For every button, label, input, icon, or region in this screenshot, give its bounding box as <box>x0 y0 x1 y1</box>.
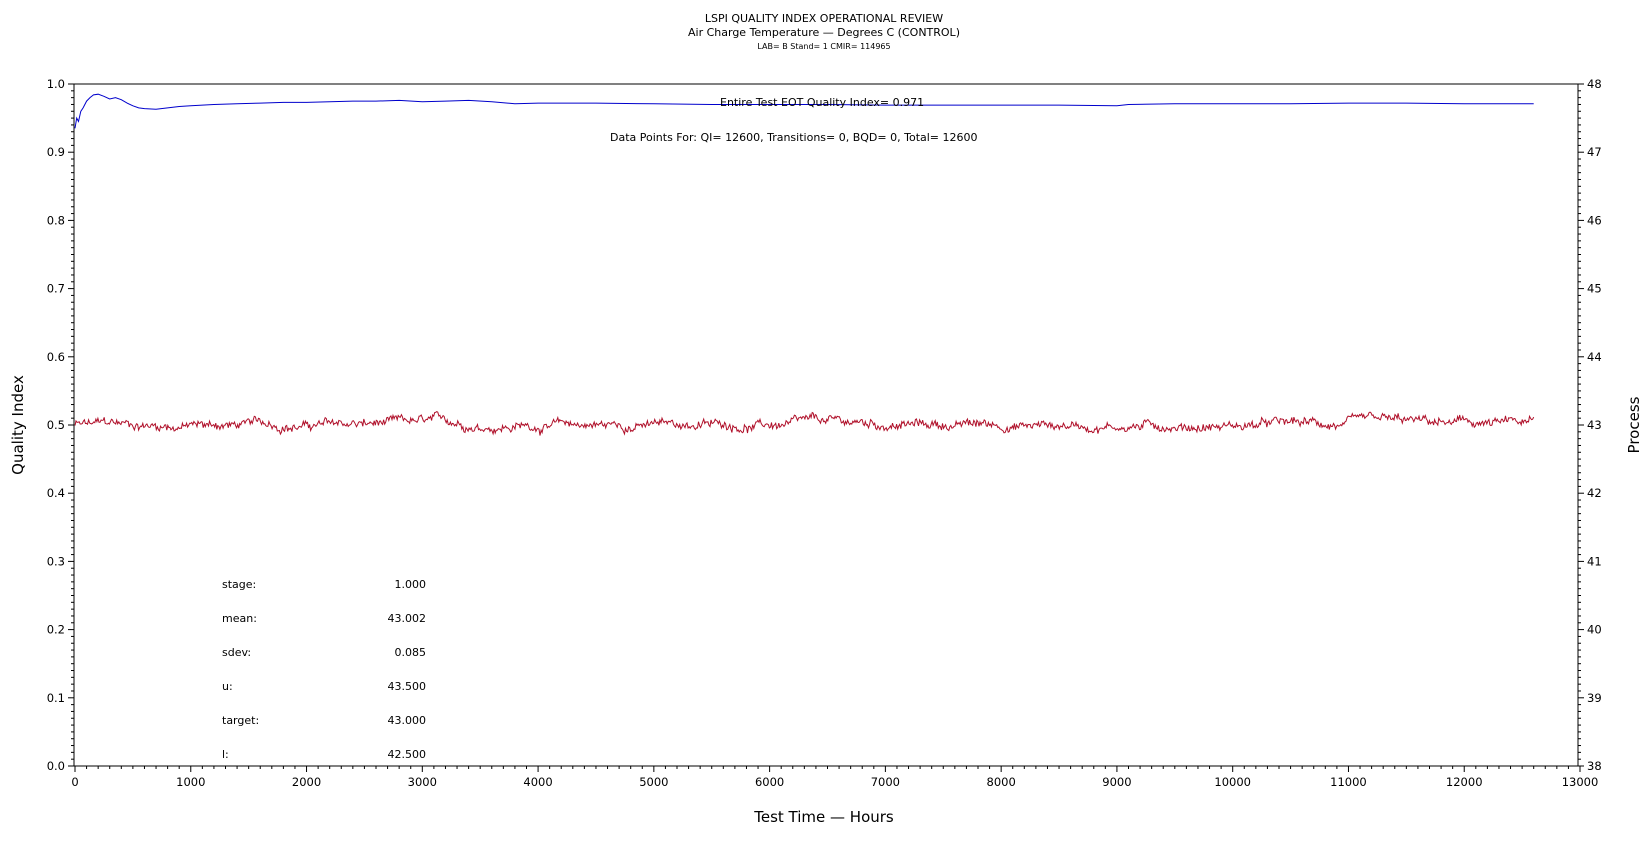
x-tick-label: 11000 <box>1330 775 1367 789</box>
y-right-tick-label: 48 <box>1587 77 1602 91</box>
y-left-tick-label: 0.8 <box>47 213 65 227</box>
stat-value: 43.000 <box>388 714 427 727</box>
y-right-tick-label: 42 <box>1587 486 1602 500</box>
y-right-tick-label: 40 <box>1587 623 1602 637</box>
stat-label: mean: <box>222 612 257 625</box>
series-line-quality-index <box>74 93 1534 129</box>
y-left-tick-label: 0.5 <box>47 418 65 432</box>
y-right-tick-label: 44 <box>1587 350 1602 364</box>
y-left-tick-label: 0.2 <box>47 623 65 637</box>
y-right-tick-label: 38 <box>1587 759 1602 773</box>
y-left-tick-label: 0.3 <box>47 554 65 568</box>
x-axis-label: Test Time — Hours <box>753 808 894 826</box>
x-tick-label: 9000 <box>1102 775 1131 789</box>
y-left-tick-label: 0.7 <box>47 282 65 296</box>
y-axis-right: 38 39 40 41 42 43 44 45 46 47 48 <box>1578 77 1602 773</box>
stat-label: l: <box>222 748 229 761</box>
plot-frame <box>73 83 1579 767</box>
chart-lab-info: LAB= B Stand= 1 CMIR= 114965 <box>757 42 890 51</box>
x-tick-label: 1000 <box>176 775 205 789</box>
chart-subtitle: Air Charge Temperature — Degrees C (CONT… <box>688 26 960 39</box>
x-tick-label: 2000 <box>292 775 321 789</box>
x-tick-label: 13000 <box>1562 775 1599 789</box>
y-left-tick-label: 0.0 <box>47 759 65 773</box>
chart-title: LSPI QUALITY INDEX OPERATIONAL REVIEW <box>705 12 943 25</box>
stat-value: 1.000 <box>395 578 427 591</box>
y-right-tick-label: 47 <box>1587 145 1602 159</box>
x-tick-label: 0 <box>71 775 78 789</box>
y-right-tick-label: 43 <box>1587 418 1602 432</box>
x-tick-label: 12000 <box>1446 775 1483 789</box>
stats-table: stage: 1.000 mean: 43.002 sdev: 0.085 u: 43.500… <box>222 578 426 761</box>
stat-value: 43.002 <box>388 612 427 625</box>
x-tick-label: 4000 <box>523 775 552 789</box>
stat-label: target: <box>222 714 259 727</box>
y-axis-right-label: Process <box>1625 396 1643 453</box>
eot-quality-index-annotation: Entire Test EOT Quality Index= 0.971 <box>720 96 924 109</box>
x-tick-label: 10000 <box>1214 775 1251 789</box>
stat-value: 42.500 <box>388 748 427 761</box>
stat-value: 0.085 <box>395 646 427 659</box>
y-left-tick-label: 0.4 <box>47 486 65 500</box>
x-tick-label: 5000 <box>639 775 668 789</box>
series-line-process <box>74 411 1535 436</box>
x-tick-label: 3000 <box>408 775 437 789</box>
y-left-tick-label: 0.1 <box>47 691 65 705</box>
stat-label: stage: <box>222 578 256 591</box>
y-axis-left: 0.0 0.1 0.2 0.3 0.4 0.5 0.6 0.7 0.8 0.9 1.0 <box>47 77 74 773</box>
y-right-tick-label: 39 <box>1587 691 1602 705</box>
y-left-tick-label: 1.0 <box>47 77 65 91</box>
y-right-tick-label: 46 <box>1587 213 1602 227</box>
stat-label: u: <box>222 680 233 693</box>
y-axis-left-label: Quality Index <box>9 375 27 475</box>
series-group <box>74 93 1535 436</box>
x-tick-label: 8000 <box>987 775 1016 789</box>
x-axis: 0 1000 2000 3000 4000 5000 6000 7000 8000 9000 100… <box>71 766 1598 789</box>
stat-value: 43.500 <box>388 680 427 693</box>
stat-label: sdev: <box>222 646 251 659</box>
y-right-tick-label: 41 <box>1587 554 1602 568</box>
y-left-tick-label: 0.9 <box>47 145 65 159</box>
x-tick-label: 6000 <box>755 775 784 789</box>
data-points-annotation: Data Points For: QI= 12600, Transitions=… <box>610 131 978 144</box>
x-tick-label: 7000 <box>871 775 900 789</box>
y-left-tick-label: 0.6 <box>47 350 65 364</box>
y-right-tick-label: 45 <box>1587 282 1602 296</box>
